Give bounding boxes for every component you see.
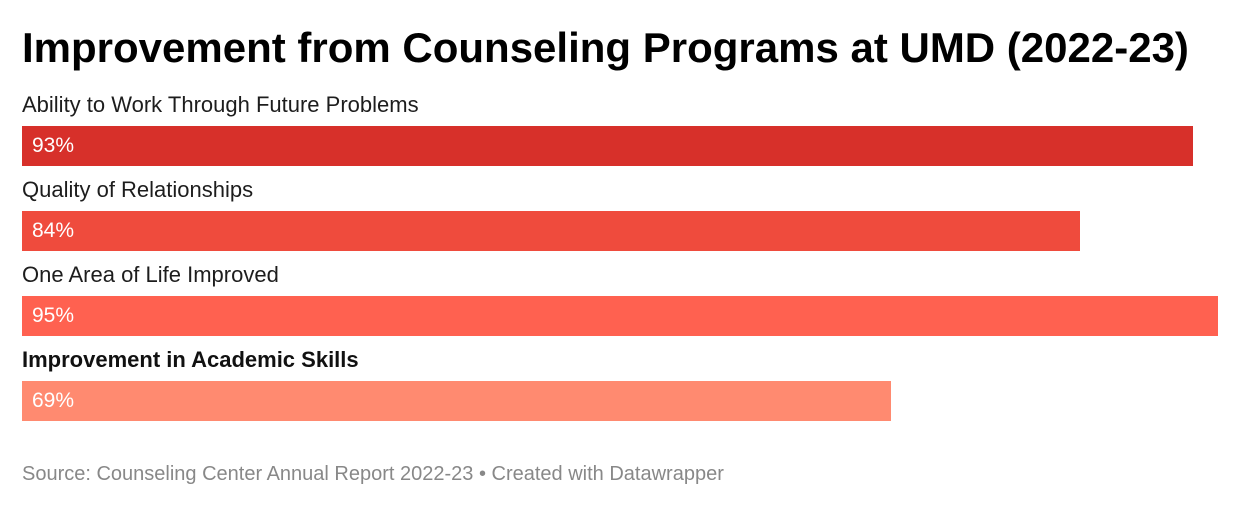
chart-title: Improvement from Counseling Programs at … (22, 24, 1189, 71)
category-label: One Area of Life Improved (22, 262, 279, 287)
bar-row: Quality of Relationships 84% (22, 175, 1218, 260)
bar-value-label: 84% (32, 219, 75, 242)
bar-chart: Ability to Work Through Future Problems 9… (22, 90, 1218, 430)
bar-row: Ability to Work Through Future Problems 9… (22, 90, 1218, 175)
bar: 93% (22, 126, 1193, 166)
bar: 95% (22, 296, 1218, 336)
bar-value-label: 95% (32, 304, 75, 327)
category-label: Improvement in Academic Skills (22, 347, 359, 372)
bar-value-label: 69% (32, 389, 75, 412)
bar-row: Improvement in Academic Skills 69% (22, 345, 1218, 430)
chart-source: Source: Counseling Center Annual Report … (22, 463, 724, 485)
category-label: Ability to Work Through Future Problems (22, 92, 419, 117)
bar: 84% (22, 211, 1080, 251)
category-label: Quality of Relationships (22, 177, 254, 202)
bar: 69% (22, 381, 891, 421)
bar-row: One Area of Life Improved 95% (22, 260, 1218, 345)
bar-value-label: 93% (32, 134, 75, 157)
